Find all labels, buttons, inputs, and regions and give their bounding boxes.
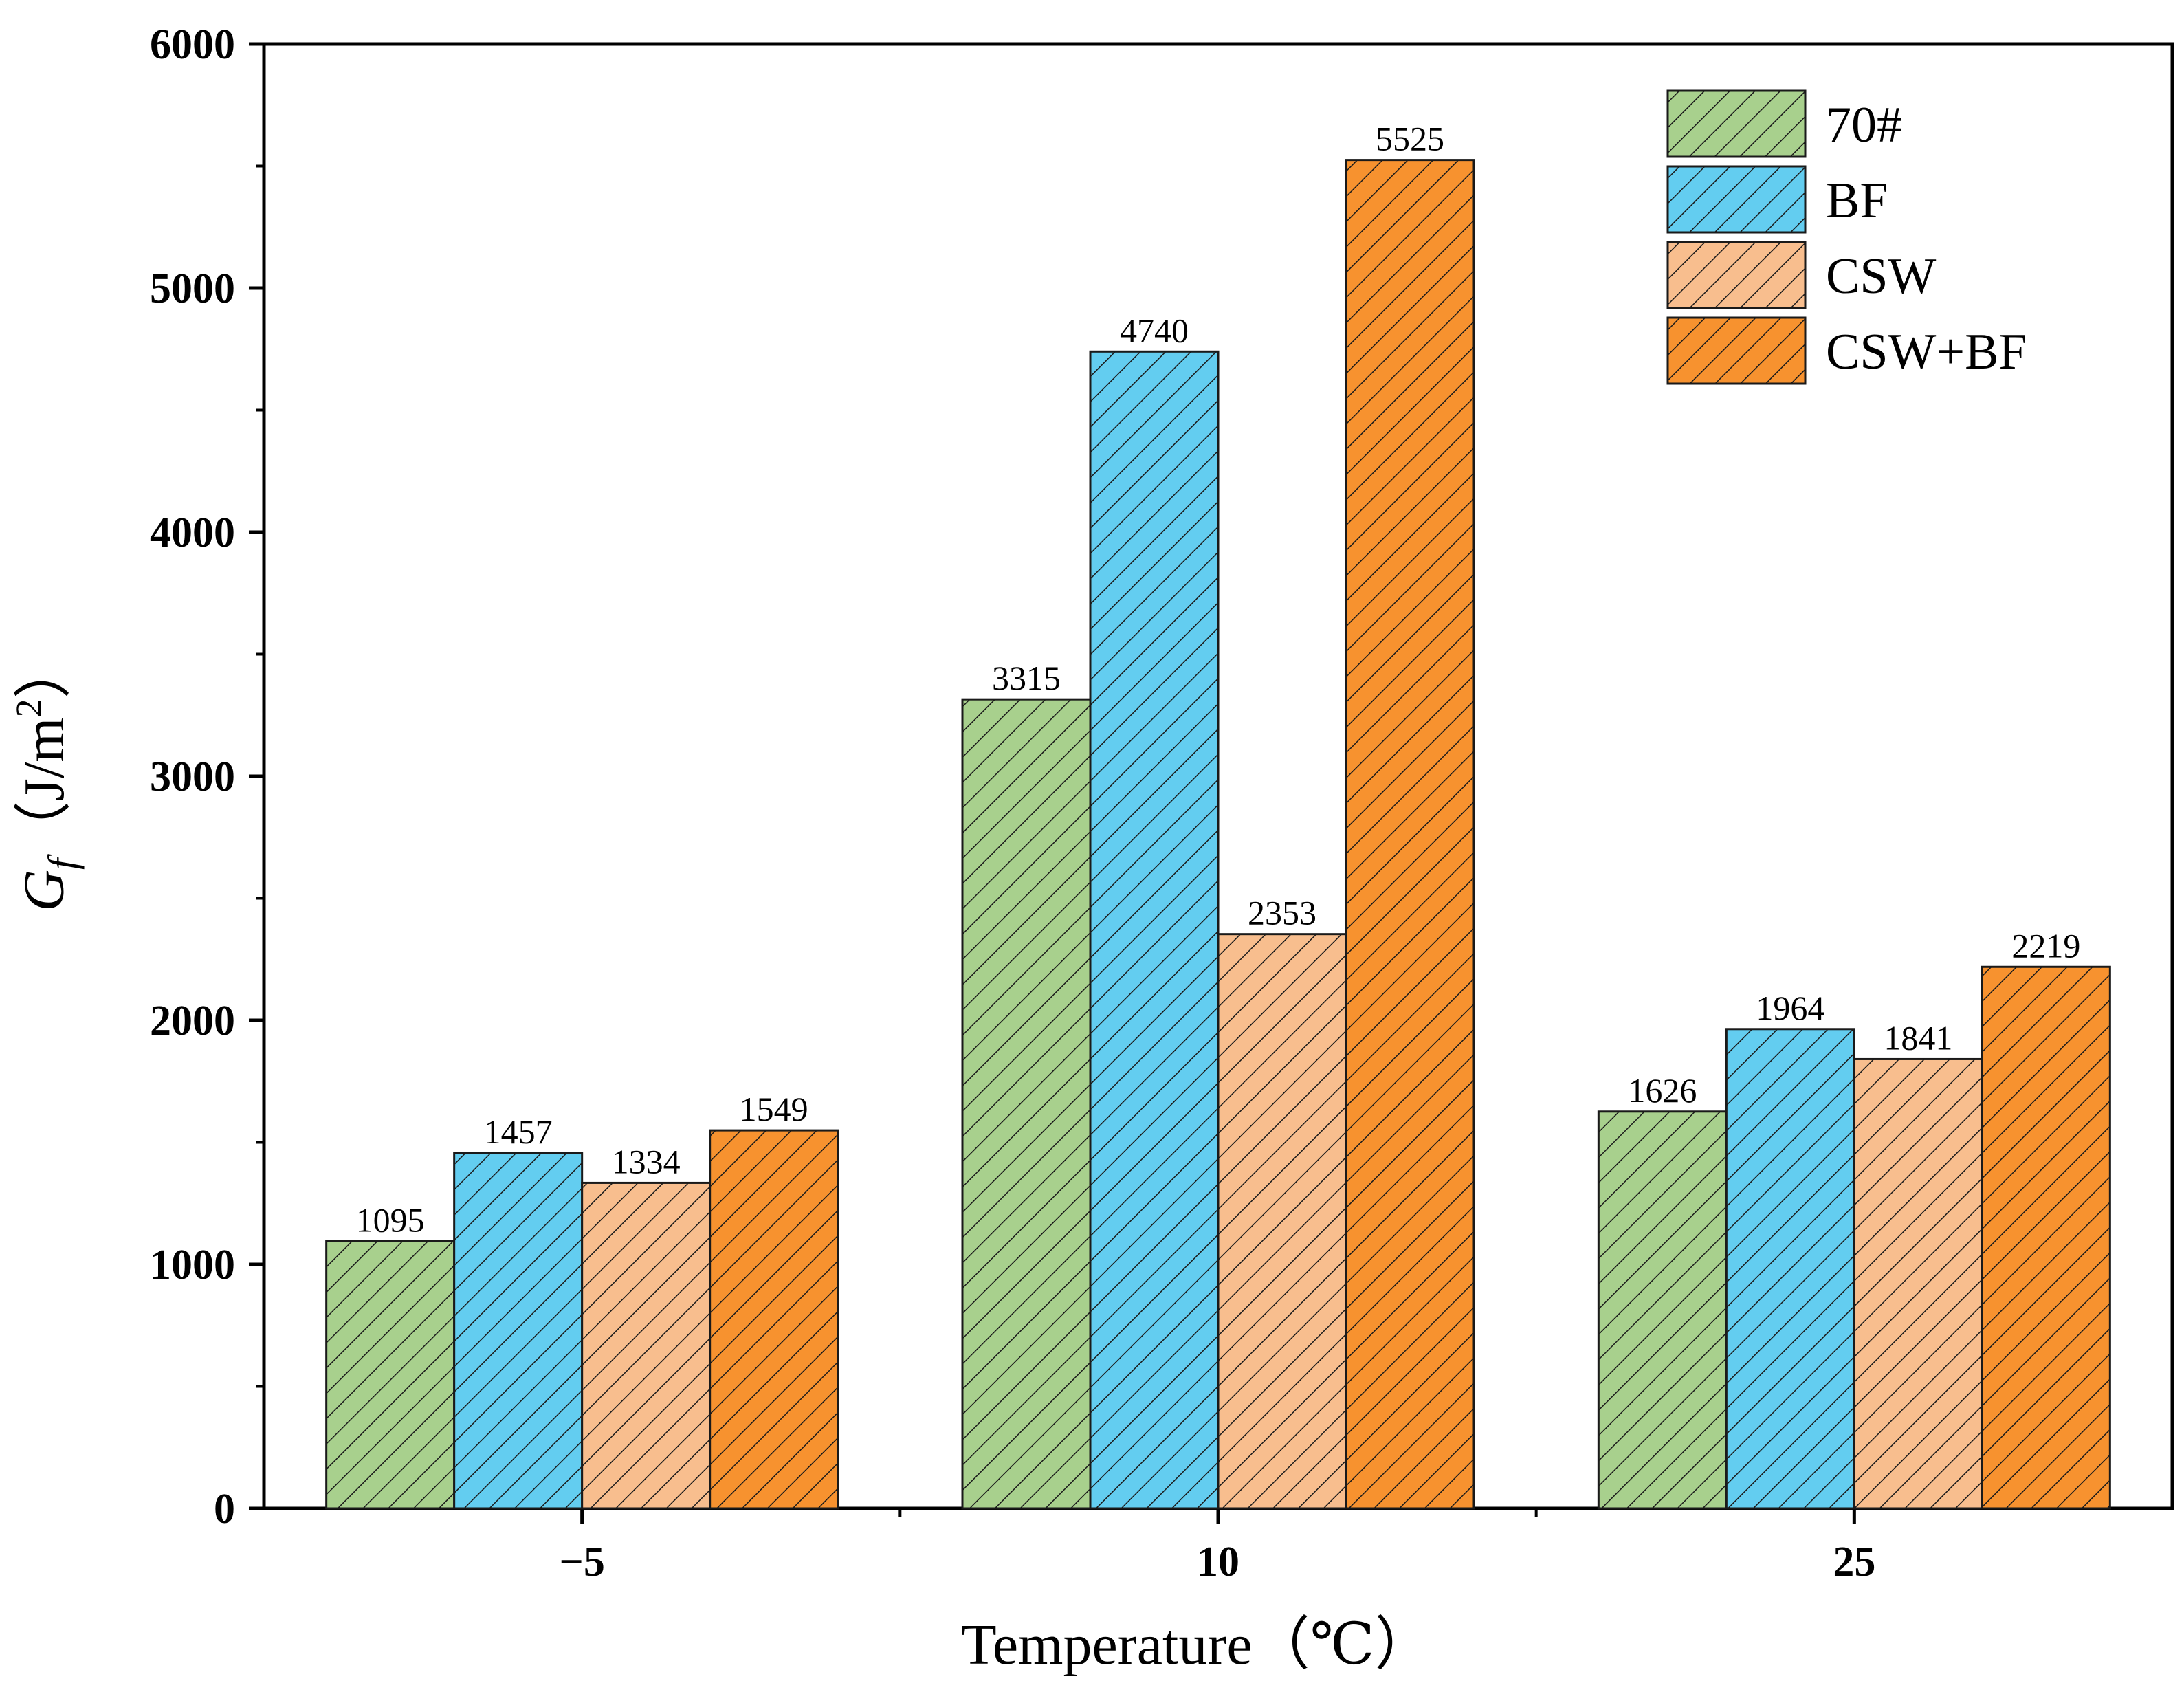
data-label: 1841 bbox=[1884, 1018, 1952, 1057]
data-label: 4740 bbox=[1120, 311, 1189, 349]
bar-hatch bbox=[1982, 967, 2110, 1508]
data-label: 1626 bbox=[1628, 1071, 1697, 1110]
y-axis: 0 1000 2000 3000 4000 5000 6000 bbox=[150, 21, 264, 1532]
y-axis-title: Gf（J/m2） bbox=[8, 641, 85, 911]
legend-swatch-hatch bbox=[1668, 166, 1805, 232]
data-label: 3315 bbox=[992, 659, 1061, 697]
y-tick-label: 4000 bbox=[150, 509, 235, 556]
data-label: 1095 bbox=[356, 1200, 425, 1239]
bar-hatch bbox=[709, 1130, 838, 1508]
y-axis-title-symbol: G bbox=[12, 870, 76, 912]
legend-label: 70# bbox=[1826, 97, 1902, 153]
y-tick-label: 1000 bbox=[150, 1242, 235, 1288]
legend-swatch-hatch bbox=[1668, 91, 1805, 157]
y-tick-label: 5000 bbox=[150, 265, 235, 312]
bar-hatch bbox=[326, 1241, 454, 1508]
x-tick-label: 25 bbox=[1833, 1539, 1875, 1585]
bar-hatch bbox=[1726, 1029, 1855, 1508]
bar-hatch bbox=[454, 1152, 582, 1508]
data-label: 1334 bbox=[612, 1142, 681, 1180]
y-axis-title-unit: （J/m bbox=[12, 717, 76, 858]
legend-label: CSW+BF bbox=[1826, 324, 2027, 380]
y-tick-label: 2000 bbox=[150, 998, 235, 1044]
y-axis-title-superscript: 2 bbox=[8, 699, 49, 717]
y-axis-title-close: ） bbox=[12, 641, 76, 699]
data-label: 1457 bbox=[484, 1112, 553, 1151]
y-tick-label: 3000 bbox=[150, 754, 235, 800]
bar-hatch bbox=[1218, 934, 1346, 1508]
legend-label: BF bbox=[1826, 173, 1888, 229]
bar-hatch bbox=[1346, 160, 1474, 1508]
bar-hatch bbox=[962, 699, 1090, 1508]
x-tick-label: −5 bbox=[559, 1539, 604, 1585]
data-label: 5525 bbox=[1376, 120, 1444, 158]
x-axis: −5 10 25 bbox=[559, 1508, 1875, 1585]
bar-hatch bbox=[1090, 351, 1218, 1508]
legend-swatch-hatch bbox=[1668, 242, 1805, 308]
x-axis-title: Temperature（℃） bbox=[961, 1613, 1432, 1677]
y-tick-label: 0 bbox=[214, 1486, 235, 1532]
data-label: 1549 bbox=[740, 1090, 808, 1128]
legend-swatch-hatch bbox=[1668, 318, 1805, 384]
data-label: 2219 bbox=[2011, 926, 2080, 965]
legend-label: CSW bbox=[1826, 248, 1937, 305]
legend: 70# BF CSW CSW+BF bbox=[1666, 89, 2027, 385]
bar-hatch bbox=[1598, 1111, 1727, 1508]
bar-hatch bbox=[1854, 1059, 1983, 1508]
x-tick-label: 10 bbox=[1197, 1539, 1239, 1585]
data-label: 2353 bbox=[1248, 894, 1316, 932]
data-label: 1964 bbox=[1756, 989, 1824, 1027]
bar-hatch bbox=[582, 1183, 710, 1508]
data-label-group: 1095 1457 1334 1549 3315 4740 2353 5525 1626 1964… bbox=[356, 120, 2081, 1240]
y-tick-label: 6000 bbox=[150, 21, 235, 68]
bar-series-group bbox=[325, 159, 2111, 1510]
